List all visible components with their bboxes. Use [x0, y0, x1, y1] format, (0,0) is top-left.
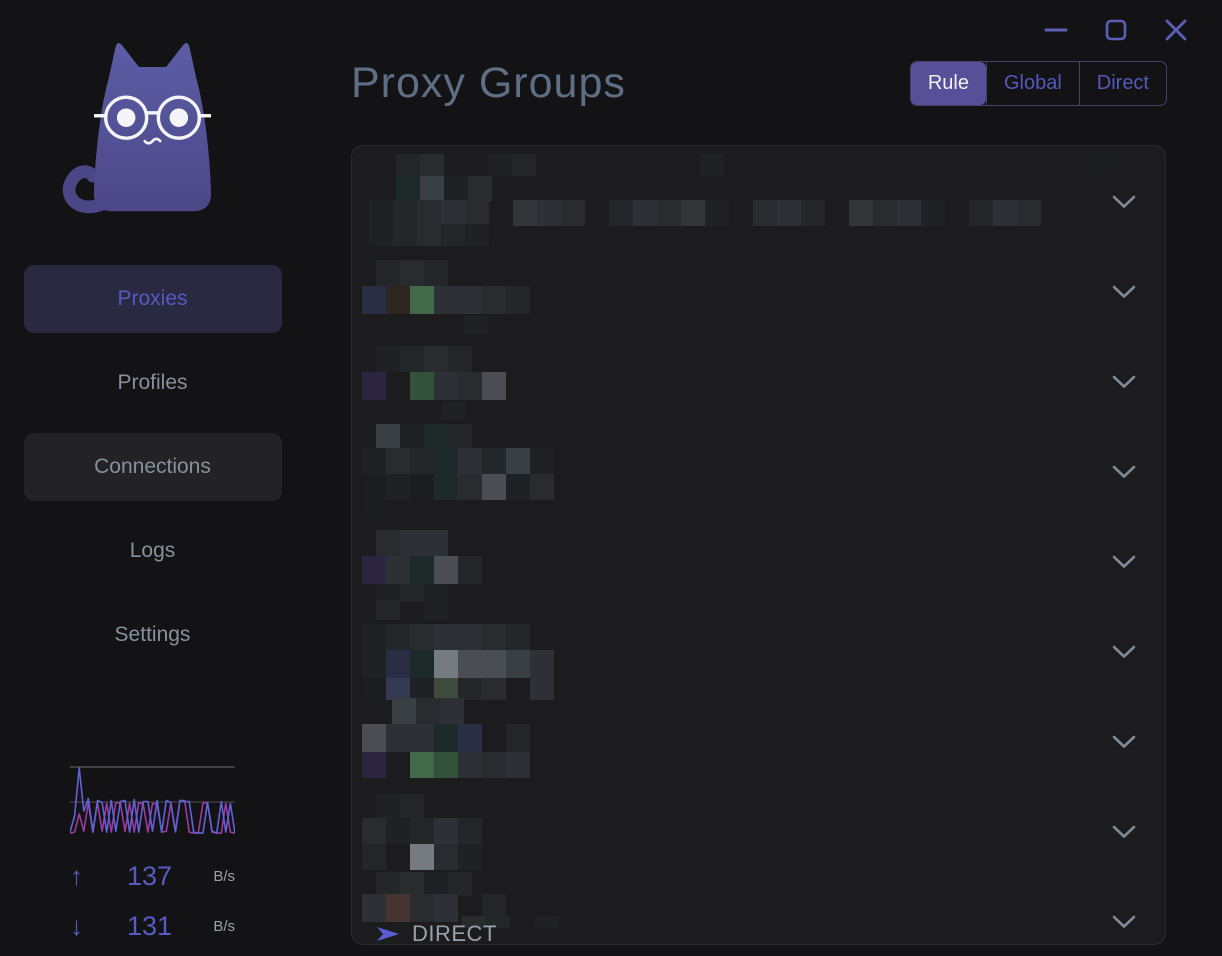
proxy-group-row[interactable] [352, 776, 1165, 870]
chevron-down-icon[interactable] [1111, 644, 1137, 660]
redacted-text [362, 556, 482, 584]
sidebar-item-proxies[interactable]: Proxies [23, 265, 282, 333]
mode-global-button[interactable]: Global [985, 62, 1079, 105]
chevron-down-icon[interactable] [1111, 284, 1137, 300]
proxy-group-row[interactable]: DIRECT [352, 866, 1165, 945]
redacted-text [362, 724, 530, 752]
redacted-text [369, 200, 1041, 226]
sidebar-item-label: Proxies [117, 287, 188, 310]
redacted-text [362, 624, 530, 650]
redacted-text [376, 346, 472, 372]
proxy-group-row[interactable] [352, 416, 1165, 516]
redacted-text [376, 260, 448, 286]
download-arrow-icon: ↓ [70, 911, 83, 941]
proxy-group-row[interactable] [352, 236, 1165, 334]
proxy-group-row[interactable] [352, 506, 1165, 602]
traffic-monitor: ↑ 137 B/s ↓ 131 B/s [69, 764, 236, 943]
chevron-down-icon[interactable] [1111, 824, 1137, 840]
close-button[interactable] [1146, 6, 1206, 54]
redacted-text [362, 650, 554, 678]
redacted-text [362, 844, 482, 870]
mode-direct-button[interactable]: Direct [1078, 62, 1166, 105]
redacted-text [362, 752, 530, 778]
download-unit: B/s [213, 917, 235, 935]
redacted-text [462, 916, 558, 928]
download-value: 131 [126, 910, 173, 941]
direct-label: DIRECT [412, 921, 497, 945]
redacted-text [396, 176, 492, 202]
sidebar-item-connections[interactable]: Connections [23, 433, 282, 501]
redacted-text [700, 154, 724, 176]
sidebar-item-label: Profiles [117, 371, 188, 394]
mode-rule-button[interactable]: Rule [910, 62, 986, 105]
redacted-text [369, 224, 489, 246]
download-speed: ↓ 131 B/s [70, 909, 235, 943]
maximize-button[interactable] [1086, 6, 1146, 54]
redacted-text [376, 794, 424, 818]
redacted-text [376, 424, 472, 448]
proxy-group-row[interactable] [352, 686, 1165, 778]
sidebar-item-logs[interactable]: Logs [24, 517, 282, 585]
chevron-down-icon[interactable] [1111, 374, 1137, 390]
main-content: Proxy Groups Rule Global Direct DIRECT [305, 0, 1222, 956]
chevron-down-icon[interactable] [1111, 554, 1137, 570]
sidebar-item-settings[interactable]: Settings [24, 601, 282, 669]
redacted-text [362, 372, 506, 400]
redacted-text [362, 678, 554, 700]
redacted-text [362, 448, 554, 474]
proxy-group-row[interactable] [352, 146, 1165, 246]
upload-speed: ↑ 137 B/s [70, 859, 235, 893]
proxy-groups-panel: DIRECT [351, 145, 1166, 945]
proxy-item-direct[interactable]: DIRECT [376, 921, 497, 945]
minimize-button[interactable] [1026, 6, 1086, 54]
traffic-graph [69, 766, 236, 834]
page-header: Proxy Groups Rule Global Direct [351, 59, 1167, 107]
cat-logo-icon [62, 43, 212, 214]
upload-unit: B/s [213, 867, 235, 885]
redacted-text [488, 154, 536, 176]
chevron-down-icon[interactable] [1111, 914, 1137, 930]
minimize-icon [1044, 28, 1068, 32]
redacted-text [362, 894, 506, 922]
redacted-text [1088, 152, 1112, 172]
redacted-text [392, 698, 464, 724]
sidebar-item-profiles[interactable]: Profiles [24, 349, 282, 417]
close-icon [1165, 19, 1187, 41]
upload-arrow-icon: ↑ [70, 861, 83, 891]
titlebar [1026, 6, 1206, 54]
chevron-down-icon[interactable] [1111, 734, 1137, 750]
app-logo-cat [55, 28, 250, 223]
sidebar-item-label: Connections [94, 455, 211, 478]
page-title: Proxy Groups [351, 59, 626, 107]
redacted-text [442, 402, 466, 420]
chevron-down-icon[interactable] [1111, 194, 1137, 210]
proxy-group-row[interactable] [352, 326, 1165, 420]
proxy-group-row[interactable] [352, 596, 1165, 700]
sidebar-nav: Proxies Profiles Connections Logs Settin… [0, 265, 305, 669]
redacted-text [396, 154, 444, 176]
maximize-icon [1105, 19, 1127, 41]
redacted-text [376, 600, 448, 620]
chevron-down-icon[interactable] [1111, 464, 1137, 480]
redacted-text [376, 530, 448, 556]
sidebar-item-label: Settings [114, 623, 191, 646]
redacted-text [362, 474, 554, 500]
redacted-text [464, 316, 488, 334]
redacted-text [376, 872, 472, 896]
selected-proxy-arrow-icon [377, 927, 399, 941]
sidebar-item-label: Logs [129, 539, 176, 562]
redacted-text [362, 818, 482, 844]
redacted-text [362, 500, 386, 516]
redacted-text [362, 286, 530, 314]
redacted-text [376, 584, 448, 602]
sidebar: Proxies Profiles Connections Logs Settin… [0, 0, 305, 956]
mode-switch: Rule Global Direct [909, 61, 1167, 106]
upload-value: 137 [126, 860, 173, 891]
